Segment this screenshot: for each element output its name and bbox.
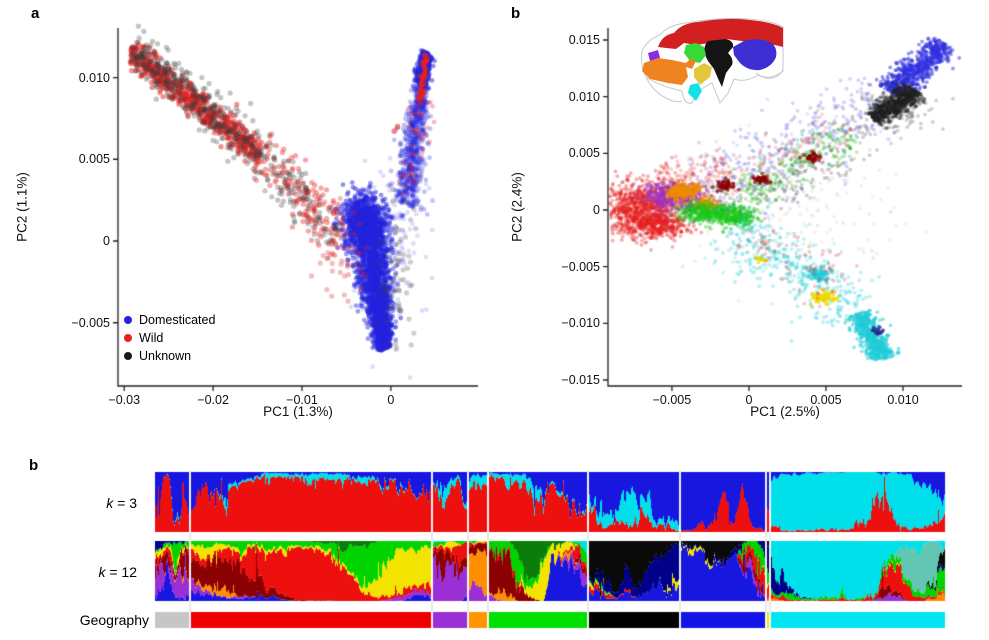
panel-a-label: a — [31, 5, 40, 22]
panel-a-y-axis-title: PC2 (1.1%) — [14, 172, 30, 242]
map-region-iberia — [648, 50, 660, 61]
admixture-row-label-k12: k = 12 — [0, 564, 137, 580]
tick-label: 0.005 — [568, 146, 600, 161]
tick-label: 0.010 — [78, 70, 110, 85]
k3-italic-k: k — [106, 495, 114, 511]
tick-label: 0.005 — [78, 152, 110, 167]
tick-label: −0.02 — [197, 393, 229, 407]
legend-item: Unknown — [124, 347, 215, 365]
k3-rest: = 3 — [113, 495, 137, 511]
k12-rest: = 12 — [105, 564, 137, 580]
map-coast-detail-africa — [645, 76, 683, 103]
tick-label: 0 — [103, 234, 110, 248]
panel-b-y-axis-title: PC2 (2.4%) — [509, 172, 525, 242]
panel-b-x-axis-title: PC1 (2.5%) — [750, 404, 820, 419]
tick-label: −0.01 — [286, 393, 318, 407]
geography-row-label: Geography — [79, 612, 149, 628]
tick-label: 0 — [745, 393, 753, 407]
legend-item: Wild — [124, 329, 215, 347]
map-region-east-asia — [733, 39, 777, 71]
legend-swatch-icon — [124, 352, 132, 360]
tick-label: 0.005 — [810, 393, 842, 407]
legend-label: Unknown — [139, 349, 192, 363]
tick-label: 0 — [387, 393, 395, 407]
panel-b-admixture-label: b — [29, 457, 39, 474]
tick-label: −0.005 — [561, 259, 600, 274]
tick-label: 0 — [593, 203, 600, 217]
legend-swatch-icon — [124, 316, 132, 324]
k12-italic-k: k — [98, 564, 106, 580]
legend-label: Wild — [139, 331, 164, 345]
legend: Domesticated Wild Unknown — [124, 311, 215, 365]
map-region-north-africa-middle-east — [642, 58, 696, 85]
tick-label: −0.03 — [108, 393, 141, 407]
legend-item: Domesticated — [124, 311, 215, 329]
tick-label: 0.010 — [568, 89, 600, 104]
tick-label: −0.015 — [561, 372, 600, 387]
tick-label: 0.015 — [568, 33, 600, 47]
map-region-arabia — [694, 63, 712, 85]
legend-swatch-icon — [124, 334, 132, 342]
tick-label: −0.005 — [71, 315, 110, 330]
map-region-horn-of-africa — [688, 83, 702, 101]
geography-map-inset — [641, 18, 784, 104]
admixture-row-label-k3: k = 3 — [0, 495, 137, 511]
legend-label: Domesticated — [139, 313, 216, 327]
map-region-central-south-asia — [704, 39, 734, 87]
panel-b-label: b — [511, 5, 521, 22]
map-coast-detail-seasia — [755, 68, 784, 79]
tick-label: −0.010 — [561, 316, 600, 331]
tick-label: −0.005 — [652, 393, 692, 407]
map-region-anatolia-caucasus — [684, 43, 706, 63]
tick-label: 0.010 — [887, 393, 919, 407]
panel-a-x-axis-title: PC1 (1.3%) — [263, 404, 333, 419]
